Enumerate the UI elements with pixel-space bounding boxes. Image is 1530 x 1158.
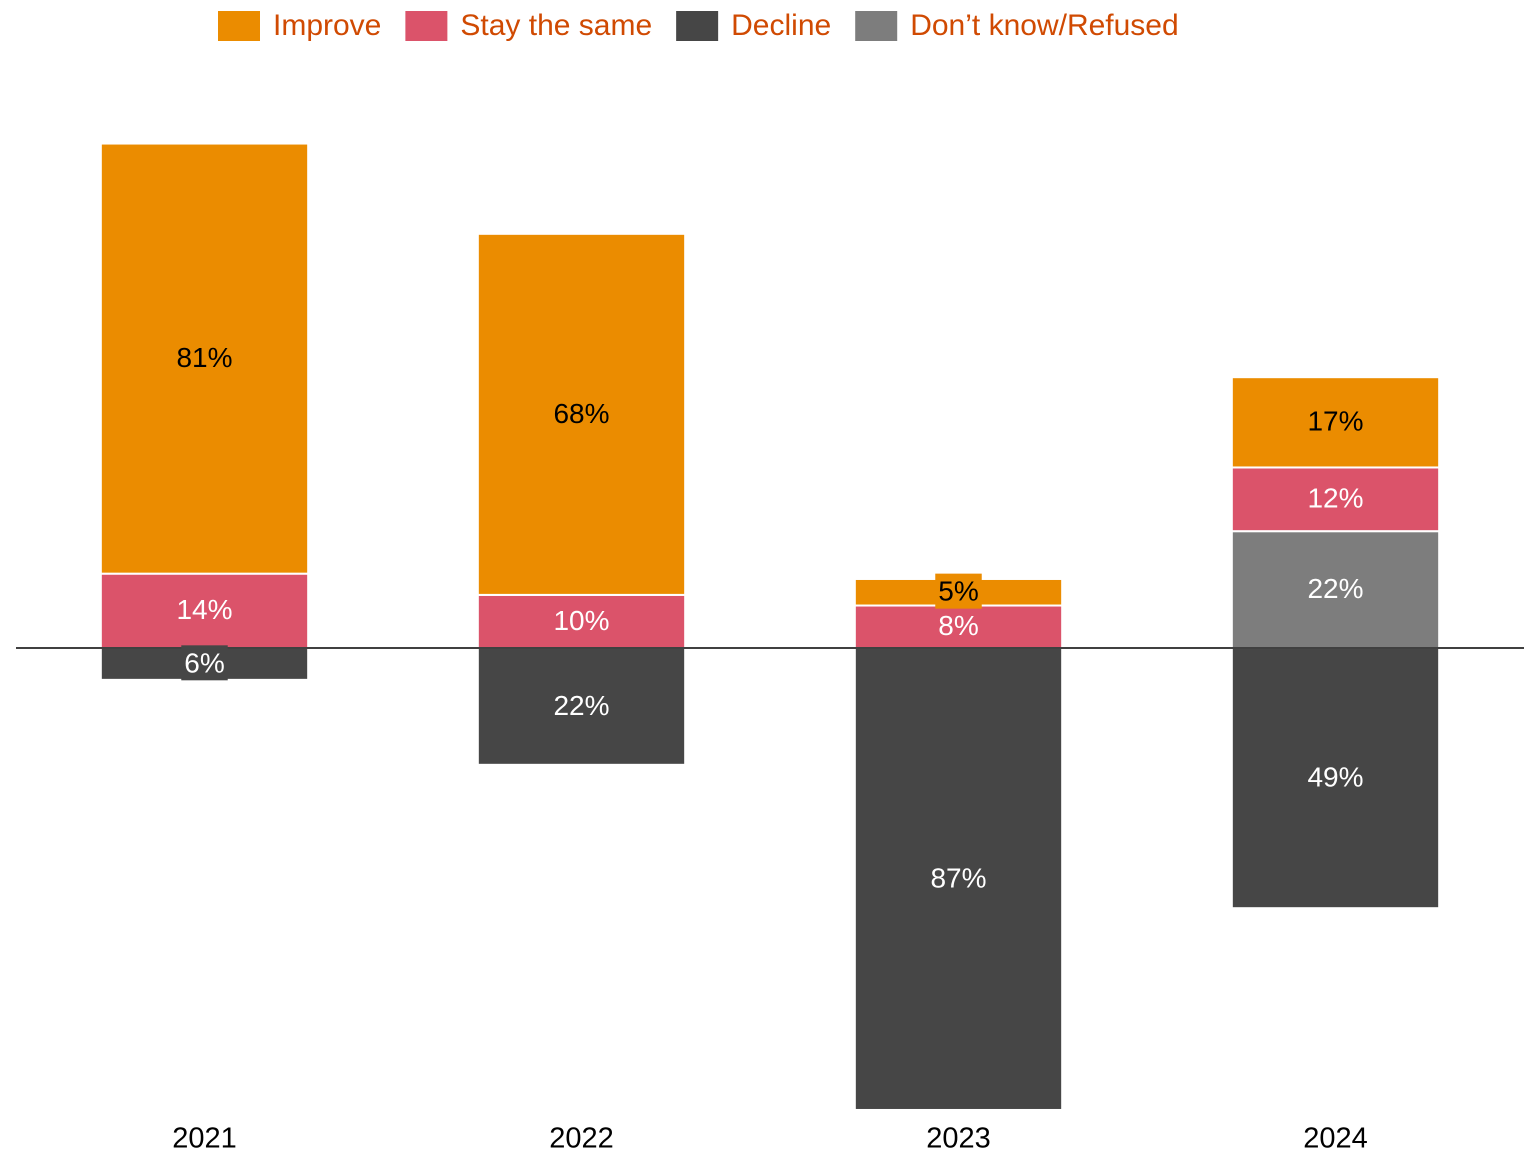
legend-label: Decline [731, 9, 831, 42]
x-tick-label: 2021 [172, 1123, 237, 1155]
x-tick-label: 2024 [1303, 1123, 1368, 1155]
legend-label: Improve [273, 9, 381, 42]
x-tick-label: 2023 [926, 1123, 991, 1155]
bar-segment [1230, 530, 1441, 649]
legend-swatch [405, 11, 448, 41]
data-label: 10% [553, 605, 609, 636]
data-label: 6% [184, 647, 224, 678]
data-label: 22% [1307, 573, 1363, 604]
bar-segment [476, 593, 687, 650]
data-label: 49% [1307, 761, 1363, 792]
bar-segment [1230, 647, 1441, 910]
bar-segment [1230, 466, 1441, 533]
bar-segment [99, 572, 310, 649]
x-tick-label: 2022 [549, 1123, 614, 1155]
data-label: 17% [1307, 406, 1363, 437]
data-label: 5% [938, 576, 978, 607]
legend-label: Don’t know/Refused [910, 9, 1178, 42]
bar-segment [99, 142, 310, 575]
data-label: 68% [553, 398, 609, 429]
bar-segment [1230, 376, 1441, 469]
data-label: 81% [176, 342, 232, 373]
bar-segment [476, 647, 687, 766]
legend-label: Stay the same [460, 9, 652, 42]
legend-swatch [676, 11, 719, 41]
data-label: 87% [930, 862, 986, 893]
data-label-background [181, 645, 228, 681]
data-label: 22% [553, 690, 609, 721]
data-label-background [935, 573, 982, 609]
bar-segment [853, 647, 1064, 1111]
data-label: 14% [176, 594, 232, 625]
legend-swatch [855, 11, 898, 41]
data-label: 8% [938, 610, 978, 641]
bar-segment [476, 232, 687, 596]
data-label: 12% [1307, 483, 1363, 514]
legend-swatch [218, 11, 260, 41]
